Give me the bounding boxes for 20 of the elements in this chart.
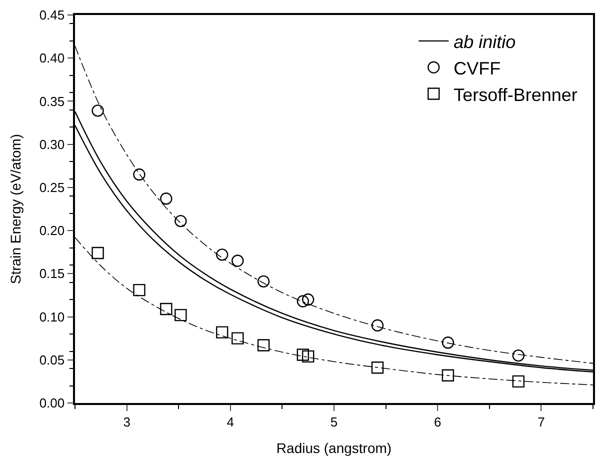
y-tick-label: 0.10 bbox=[39, 309, 65, 324]
x-axis-title: Radius (angstrom) bbox=[276, 440, 392, 456]
x-tick-label: 7 bbox=[538, 414, 545, 430]
y-tick-label: 0.20 bbox=[39, 223, 65, 238]
y-tick-label: 0.15 bbox=[39, 266, 65, 282]
y-tick-label: 0.35 bbox=[39, 94, 65, 109]
y-axis-title: Strain Energy (eV/atom) bbox=[7, 134, 24, 284]
x-tick-label: 4 bbox=[226, 414, 234, 430]
y-tick-label: 0.45 bbox=[39, 8, 65, 23]
y-tick-label: 0.25 bbox=[39, 180, 65, 195]
x-tick-label: 5 bbox=[330, 414, 338, 430]
y-tick-label: 0.05 bbox=[39, 352, 65, 368]
x-tick-label: 3 bbox=[123, 414, 130, 430]
legend-label: ab initio bbox=[454, 32, 516, 52]
y-tick-label: 0.00 bbox=[39, 396, 65, 411]
y-tick-label: 0.30 bbox=[39, 136, 65, 152]
y-tick-label: 0.40 bbox=[39, 50, 65, 66]
legend-label: CVFF bbox=[454, 58, 501, 78]
legend-label: Tersoff-Brenner bbox=[454, 84, 578, 105]
x-tick-label: 6 bbox=[434, 414, 442, 430]
